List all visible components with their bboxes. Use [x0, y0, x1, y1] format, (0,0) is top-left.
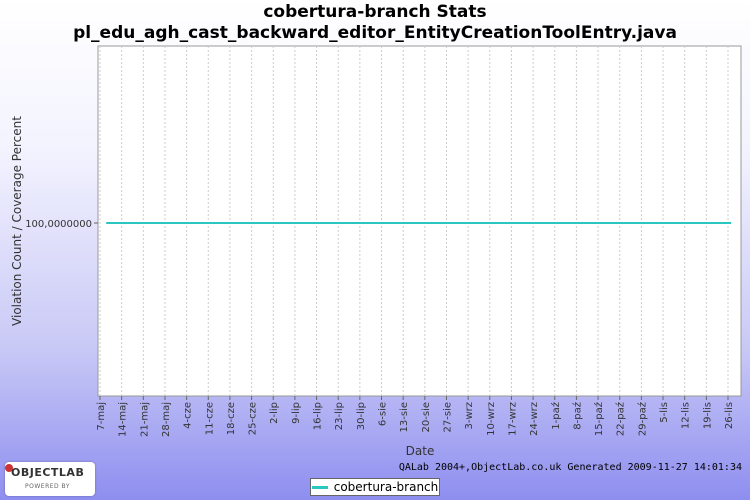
x-tick-label: 29-paź: [636, 402, 648, 436]
x-tick-label: 8-paź: [571, 402, 583, 430]
x-tick-label: 30-lip: [356, 402, 367, 430]
logo-mark-icon: [5, 464, 13, 472]
x-tick-label: 25-cze: [248, 402, 259, 435]
x-axis: 7-maj 14-maj 21-maj 28-maj 4-cze 11-cze 18-cze…: [96, 396, 735, 437]
y-tick-label: 100,0000000: [25, 219, 92, 230]
y-axis-label: Violation Count / Coverage Percent: [10, 116, 24, 326]
x-tick-label: 5-lis: [659, 402, 670, 423]
objectlab-logo: OBJECTLAB POWERED BY: [5, 462, 95, 496]
x-tick-label: 13-sie: [399, 402, 410, 432]
x-tick-label: 28-maj: [161, 402, 172, 437]
chart-legend: cobertura-branch: [310, 478, 440, 496]
x-tick-label: 14-maj: [118, 402, 129, 437]
x-tick-label: 7-maj: [96, 402, 107, 431]
logo-subtext: POWERED BY: [25, 483, 71, 490]
chart-title: cobertura-branch Stats: [263, 2, 487, 22]
legend-swatch: [311, 485, 328, 489]
x-tick-label: 27-sie: [442, 402, 453, 432]
x-tick-label: 18-cze: [226, 402, 237, 435]
generated-footer: QALab 2004+,ObjectLab.co.uk Generated 20…: [398, 462, 742, 473]
x-tick-label: 17-wrz: [507, 402, 518, 436]
chart-subtitle: pl_edu_agh_cast_backward_editor_EntityCr…: [73, 23, 677, 43]
x-tick-label: 22-paź: [615, 402, 627, 436]
logo-text: OBJECTLAB: [11, 466, 85, 479]
x-tick-label: 2-lip: [269, 402, 280, 424]
x-tick-label: 3-wrz: [464, 402, 475, 430]
x-tick-label: 19-lis: [702, 402, 713, 429]
x-tick-label: 9-lip: [291, 402, 302, 424]
x-tick-label: 20-sie: [421, 402, 432, 432]
x-tick-label: 23-lip: [334, 402, 345, 430]
x-tick-label: 10-wrz: [486, 402, 497, 436]
x-tick-label: 4-cze: [183, 402, 194, 429]
plot-area: [97, 45, 742, 397]
x-tick-label: 6-sie: [378, 402, 389, 426]
x-tick-label: 21-maj: [139, 402, 150, 437]
x-tick-label: 11-cze: [204, 402, 215, 435]
legend-label: cobertura-branch: [333, 480, 439, 494]
x-tick-label: 26-lis: [724, 402, 735, 429]
x-tick-label: 12-lis: [681, 402, 692, 429]
x-axis-label: Date: [406, 444, 435, 458]
x-tick-label: 15-paź: [593, 402, 605, 436]
y-axis: 100,0000000: [25, 219, 98, 230]
x-tick-label: 1-paź: [550, 402, 562, 430]
x-tick-label: 24-wrz: [529, 402, 540, 436]
x-tick-label: 16-lip: [313, 402, 324, 430]
